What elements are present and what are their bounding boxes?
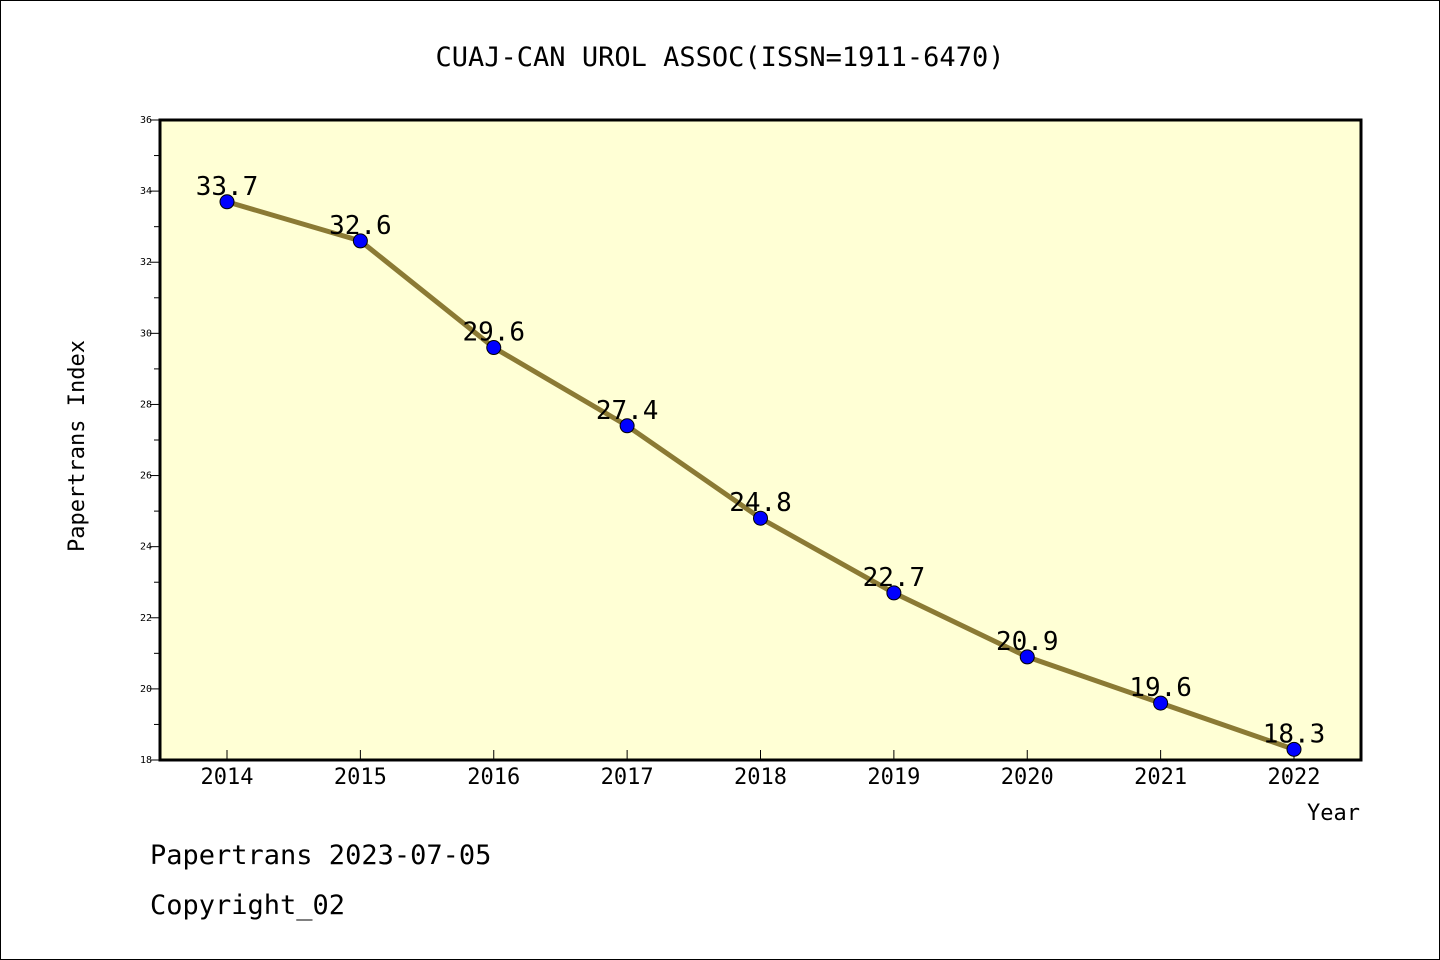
y-tick-label: 20	[140, 684, 152, 695]
data-point	[886, 585, 902, 601]
footer-copyright: Copyright_02	[150, 890, 345, 921]
y-axis: 18 20 22 24 26 28 30 32 34 36	[140, 115, 160, 766]
x-tick-label: 2015	[334, 765, 387, 790]
x-tick-label: 2017	[601, 765, 654, 790]
data-labels: 33.7 32.6 29.6 27.4 24.8 22.7 20.9 19.6 18.3	[196, 172, 1326, 750]
data-point	[619, 418, 635, 434]
x-tick-label: 2016	[467, 765, 520, 790]
x-tick-label: 2022	[1268, 765, 1321, 790]
y-tick-label: 24	[140, 542, 152, 553]
data-label: 33.7	[196, 172, 259, 202]
y-tick-label: 36	[140, 115, 152, 126]
y-tick-label: 30	[140, 328, 152, 339]
data-label: 29.6	[462, 318, 525, 348]
data-label: 19.6	[1129, 673, 1192, 703]
data-point	[352, 233, 368, 249]
y-tick-label: 18	[140, 755, 152, 766]
data-label: 32.6	[329, 211, 392, 241]
data-markers	[219, 194, 1302, 757]
footer-date: Papertrans 2023-07-05	[150, 840, 491, 871]
data-label: 24.8	[729, 488, 792, 518]
plot-area	[158, 118, 1363, 762]
chart-title: CUAJ-CAN UROL ASSOC(ISSN=1911-6470)	[436, 42, 1005, 73]
y-tick-label: 34	[140, 186, 152, 197]
data-point	[219, 194, 235, 210]
x-tick-label: 2018	[734, 765, 787, 790]
data-point	[1153, 695, 1169, 711]
x-tick-label: 2014	[201, 765, 254, 790]
x-axis: 2014 2015 2016 2017 2018 2019 2020 2021 2022	[201, 750, 1321, 790]
data-label: 20.9	[996, 627, 1059, 657]
x-tick-label: 2020	[1001, 765, 1054, 790]
x-axis-title: Year	[1307, 801, 1360, 826]
data-point	[753, 510, 768, 526]
data-point	[1286, 741, 1302, 757]
data-point	[1019, 649, 1035, 665]
data-label: 18.3	[1263, 719, 1326, 749]
x-tick-label: 2019	[867, 765, 920, 790]
y-tick-label: 26	[140, 471, 152, 482]
y-tick-label: 28	[140, 399, 152, 410]
y-tick-label: 32	[140, 257, 152, 268]
x-tick-label: 2021	[1134, 765, 1187, 790]
data-label: 22.7	[863, 563, 926, 593]
y-axis-title: Papertrans Index	[65, 340, 90, 552]
y-tick-label: 22	[140, 613, 152, 624]
data-point	[486, 340, 502, 356]
data-label: 27.4	[596, 396, 659, 426]
